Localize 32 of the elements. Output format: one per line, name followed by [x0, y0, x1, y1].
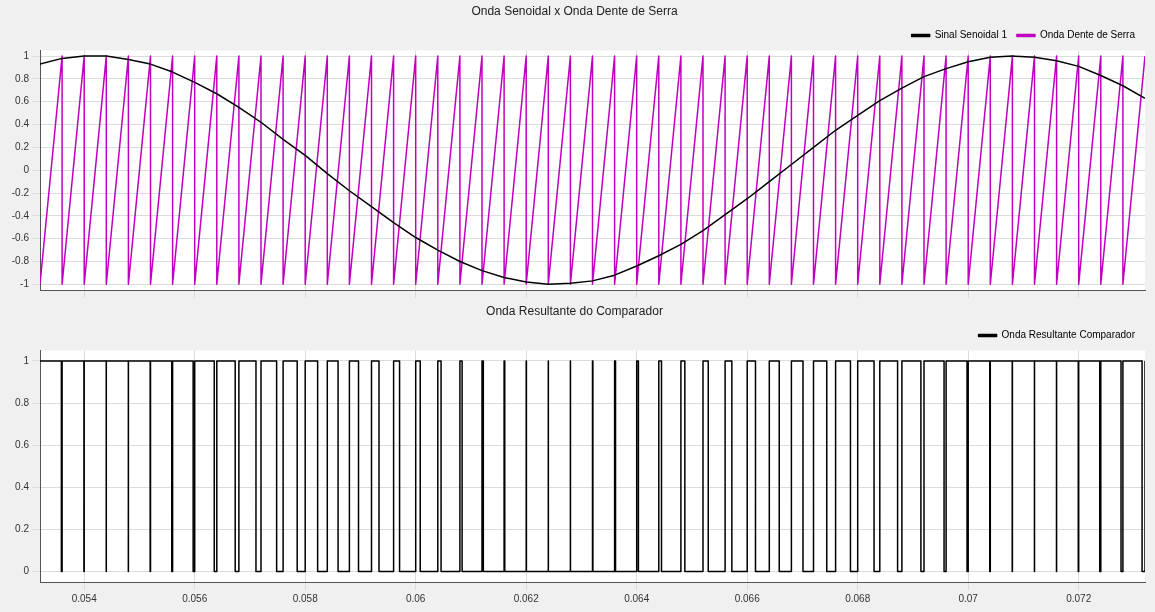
- y-tick-label: -0.6: [11, 232, 30, 244]
- y-tick-label: -0.8: [11, 255, 30, 267]
- x-tick-label: 0.072: [1066, 592, 1092, 604]
- y-tick-label: 0.8: [15, 396, 30, 408]
- x-tick-label: 0.062: [513, 592, 540, 604]
- y-tick-label: 1: [23, 49, 30, 61]
- x-tick-label: 0.07: [958, 592, 979, 604]
- y-tick-label: 0.6: [15, 438, 30, 450]
- y-tick-label: 0.2: [15, 141, 30, 153]
- y-tick-label: -0.2: [11, 186, 30, 198]
- y-tick-label: -0.4: [11, 209, 30, 221]
- y-tick-label: 0.4: [15, 481, 30, 492]
- y-tick-label: 0.8: [15, 72, 30, 84]
- chart-title: Onda Resultante do Comparador: [486, 303, 663, 318]
- y-tick-label: 0.4: [15, 118, 30, 130]
- legend-label: Onda Dente de Serra: [1039, 29, 1136, 41]
- y-tick-label: -1: [20, 278, 30, 290]
- legend-label: Sinal Senoidal 1: [934, 29, 1008, 41]
- legend-label: Onda Resultante Comparador: [1001, 329, 1136, 341]
- x-tick-label: 0.058: [292, 592, 319, 604]
- y-tick-label: 1: [23, 354, 30, 366]
- y-tick-label: 0: [23, 565, 30, 577]
- x-tick-label: 0.064: [624, 592, 650, 604]
- x-tick-label: 0.056: [182, 592, 208, 604]
- x-tick-label: 0.066: [734, 592, 761, 604]
- y-tick-label: 0: [23, 163, 30, 175]
- y-tick-label: 0.2: [15, 523, 30, 535]
- x-tick-label: 0.068: [845, 592, 871, 604]
- chart-title: Onda Senoidal x Onda Dente de Serra: [471, 3, 678, 18]
- x-tick-label: 0.06: [405, 592, 426, 604]
- y-tick-label: 0.6: [15, 95, 30, 107]
- x-tick-label: 0.054: [71, 592, 98, 604]
